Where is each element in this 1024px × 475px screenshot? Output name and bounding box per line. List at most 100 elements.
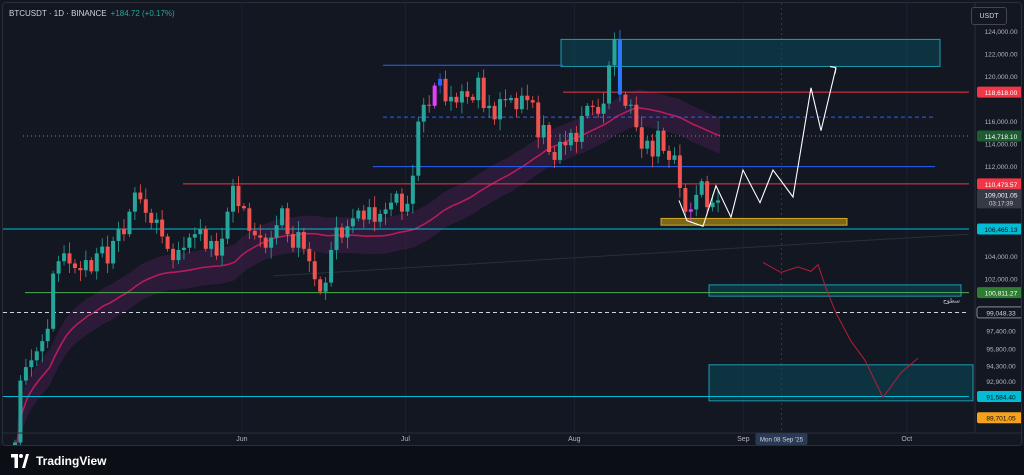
candle-body	[372, 207, 377, 222]
candle-body	[378, 213, 383, 222]
candle-body	[492, 105, 497, 120]
candle-body	[192, 234, 197, 238]
bearish-projection-path	[762, 261, 919, 399]
candle-body	[187, 237, 192, 248]
candle-body	[116, 228, 121, 241]
candle-body	[269, 237, 274, 248]
lower-demand-zone	[708, 364, 974, 402]
candle-body	[596, 106, 601, 114]
candle-body	[312, 261, 317, 280]
price-tick-label: 97,400.00	[986, 329, 1016, 336]
candle-body	[209, 240, 214, 249]
candle-body	[51, 273, 56, 329]
candle-body	[165, 236, 170, 249]
candle-body	[231, 185, 235, 212]
tradingview-logo[interactable]: TradingView	[10, 453, 106, 468]
bullish-projection-path	[678, 67, 837, 228]
candle-body	[710, 202, 715, 208]
price-tick-label: 94,300.00	[986, 363, 1016, 370]
candle-body	[258, 235, 263, 238]
time-tick-jul: Jul	[401, 436, 410, 443]
candle-body	[541, 124, 546, 138]
level-tag-5	[976, 306, 1021, 319]
candle-body	[241, 206, 246, 209]
horizontal-levels: سطوح	[3, 64, 970, 398]
chart-zones	[560, 38, 974, 402]
candle-body	[667, 150, 671, 160]
candle-body	[405, 203, 410, 212]
candle-body	[519, 95, 524, 110]
candle-body	[45, 328, 50, 342]
candle-body	[290, 234, 295, 248]
candle-body	[34, 351, 39, 361]
level-tag-6	[977, 391, 1021, 403]
level-price-label: 100,811.27	[985, 291, 1018, 298]
candle-body	[470, 96, 475, 101]
candle-body	[83, 260, 88, 271]
currency-button[interactable]: USDT	[971, 7, 1007, 25]
level-tag-7	[977, 412, 1021, 424]
candle-body	[547, 124, 552, 153]
candle-body	[247, 208, 252, 231]
candle-body	[154, 219, 159, 223]
candle-body	[329, 249, 334, 283]
price-tick-label: 120,000.00	[984, 74, 1017, 81]
crosshair-date-tag	[755, 433, 808, 445]
candle-body	[176, 249, 181, 261]
candle-body	[67, 253, 72, 264]
candle-body	[683, 188, 688, 212]
candle-body	[476, 77, 481, 101]
crosshair-date-label: Mon 08 Sep '25	[760, 437, 804, 444]
level-tag-0	[977, 86, 1021, 98]
candle-body	[18, 380, 23, 443]
candle-body	[628, 104, 633, 106]
chart-frame[interactable]: سطوح 118,618.00 114,718.10 110,473.57 106,4…	[2, 2, 1022, 446]
candle-body	[203, 228, 208, 249]
price-axis: 118,618.00 114,718.10 110,473.57 106,465.13…	[974, 3, 1021, 433]
candle-body	[62, 253, 67, 262]
candle-body	[220, 238, 225, 256]
candle-body	[181, 247, 186, 250]
level-tag-4	[977, 287, 1021, 299]
level-tag-3	[977, 223, 1021, 235]
candle-body	[438, 78, 443, 86]
time-tick-jun: Jun	[236, 436, 247, 443]
candle-body	[389, 202, 394, 210]
price-tick-label: 112,000.00	[985, 164, 1018, 171]
candle-body	[285, 208, 290, 235]
candle-body	[29, 360, 34, 368]
candle-body	[280, 208, 285, 226]
tradingview-logo-icon	[11, 453, 29, 468]
candle-body	[585, 105, 590, 116]
candle-body	[149, 212, 154, 223]
candle-body	[296, 231, 301, 248]
symbol-header: BTCUSDT · 1D · BINANCE +184.72 (+0.17%)	[9, 9, 175, 18]
candle-body	[13, 442, 17, 445]
diagonal-trendline	[272, 233, 970, 277]
level-tag-2	[977, 178, 1021, 190]
level-price-label: 114,718.10	[985, 134, 1018, 141]
candle-body	[607, 65, 612, 104]
candle-body	[563, 141, 568, 146]
price-tick-label: 104,000.00	[984, 254, 1017, 261]
currency-label: USDT	[979, 12, 999, 20]
candle-body	[525, 95, 530, 101]
candle-body	[72, 263, 77, 268]
candle-body	[590, 105, 595, 107]
candle-body	[623, 94, 628, 106]
candle-body	[536, 102, 541, 138]
candle-body	[263, 237, 268, 248]
candle-body	[688, 209, 693, 212]
price-tick-label: 116,000.00	[985, 119, 1018, 126]
upper-supply-zone	[560, 38, 941, 67]
candle-body	[574, 132, 579, 142]
candle-body	[334, 227, 339, 250]
candle-body	[198, 228, 203, 235]
candle-body	[127, 211, 132, 235]
candle-body	[694, 194, 699, 210]
candle-body	[138, 192, 143, 200]
candle-body	[503, 99, 508, 101]
candle-body	[530, 100, 535, 103]
chart-plot[interactable]: سطوح 118,618.00 114,718.10 110,473.57 106,4…	[3, 3, 1022, 446]
candle-body	[699, 181, 704, 195]
